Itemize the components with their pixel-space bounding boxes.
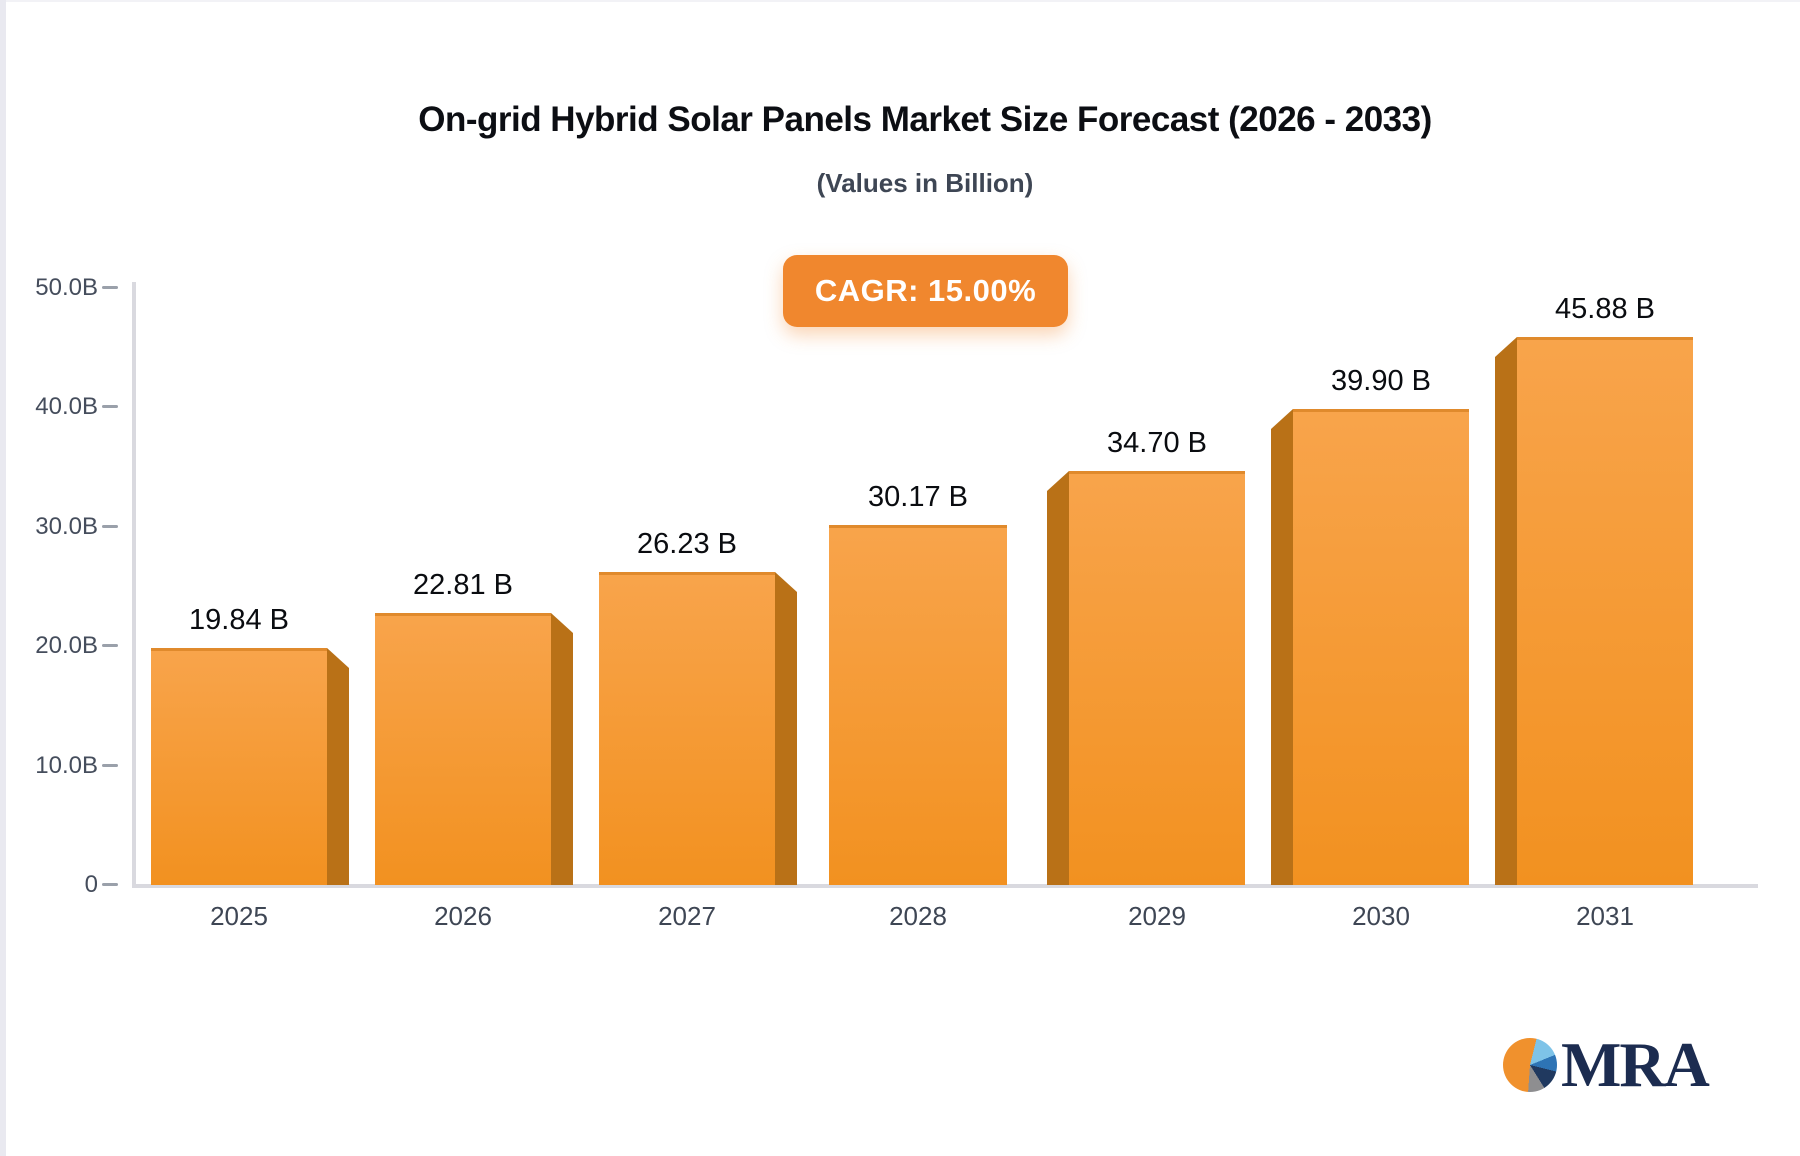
bar-2026 xyxy=(375,613,551,885)
x-tick-label: 2026 xyxy=(434,901,492,931)
bar-value-label: 45.88 B xyxy=(1555,293,1655,325)
bar-value-label: 26.23 B xyxy=(637,528,737,560)
x-axis-line xyxy=(132,884,1758,888)
bar-2025 xyxy=(151,648,327,885)
x-tick-label: 2030 xyxy=(1352,901,1410,931)
bar-2029 xyxy=(1069,471,1245,885)
y-tick-dash xyxy=(102,883,118,886)
brand-logo: MRA xyxy=(1503,1029,1710,1100)
x-tick-label: 2031 xyxy=(1576,901,1634,931)
y-tick-label: 50.0B xyxy=(35,274,98,301)
logo-text: MRA xyxy=(1561,1029,1710,1100)
y-tick-label: 30.0B xyxy=(35,512,98,540)
x-tick-label: 2027 xyxy=(658,901,716,931)
cagr-badge-label: CAGR: 15.00% xyxy=(814,273,1037,308)
y-tick-dash xyxy=(102,405,118,409)
bar-side-2029 xyxy=(1047,471,1069,885)
bar-value-label: 19.84 B xyxy=(189,604,289,636)
bar-side-2031 xyxy=(1495,337,1517,885)
y-axis-line xyxy=(132,282,136,888)
y-tick-label: 20.0B xyxy=(35,632,98,660)
chart-title: On-grid Hybrid Solar Panels Market Size … xyxy=(418,100,1432,139)
bar-side-2025 xyxy=(327,648,349,885)
bar-value-label: 34.70 B xyxy=(1107,427,1207,459)
y-tick-label: 0 xyxy=(84,871,98,898)
x-tick-label: 2029 xyxy=(1128,901,1186,931)
bar-2027 xyxy=(599,572,775,885)
y-tick-dash xyxy=(102,644,118,648)
bar-2030 xyxy=(1293,409,1469,885)
y-tick-label: 40.0B xyxy=(35,393,98,421)
bar-side-2027 xyxy=(775,572,797,885)
chart-subtitle: (Values in Billion) xyxy=(816,168,1034,198)
logo-pie-icon xyxy=(1503,1038,1557,1092)
y-tick-label: 10.0B xyxy=(35,751,98,779)
bar-side-2026 xyxy=(551,613,573,885)
bar-value-label: 39.90 B xyxy=(1331,365,1431,397)
bar-2031 xyxy=(1517,337,1693,885)
bar-side-2030 xyxy=(1271,409,1293,885)
y-tick-dash xyxy=(102,524,118,528)
x-tick-label: 2028 xyxy=(889,901,947,931)
y-tick-dash xyxy=(102,763,118,767)
bar-value-label: 30.17 B xyxy=(868,481,968,513)
x-tick-label: 2025 xyxy=(210,901,268,931)
y-tick-dash xyxy=(102,286,118,289)
cagr-badge: CAGR: 15.00% xyxy=(783,255,1068,327)
bar-2028 xyxy=(829,525,1007,885)
bar-value-label: 22.81 B xyxy=(413,569,513,601)
